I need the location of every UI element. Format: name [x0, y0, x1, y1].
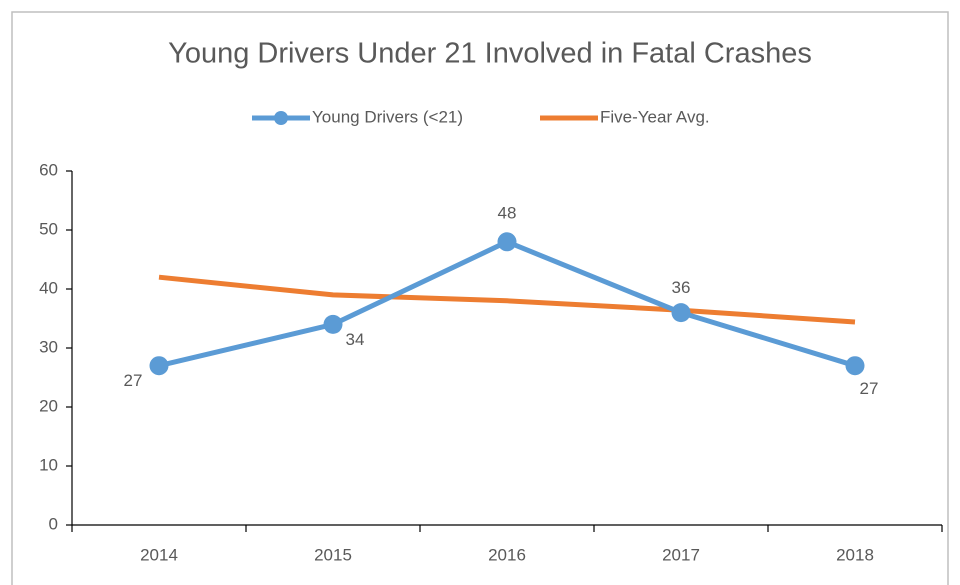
legend-marker	[274, 111, 288, 125]
chart-border	[11, 11, 949, 585]
y-tick-label: 40	[39, 278, 58, 297]
data-label: 34	[346, 330, 365, 349]
data-label: 27	[124, 371, 143, 390]
chart-title: Young Drivers Under 21 Involved in Fatal…	[168, 38, 812, 70]
data-label: 48	[498, 203, 517, 222]
data-label: 36	[672, 278, 691, 297]
series-line	[158, 274, 856, 325]
y-tick-label: 10	[39, 455, 58, 474]
y-tick-label: 50	[39, 219, 58, 238]
data-point	[149, 356, 169, 376]
x-tick-label: 2017	[662, 545, 700, 564]
data-label: 27	[860, 379, 879, 398]
x-tick-label: 2018	[836, 545, 874, 564]
y-tick-label: 60	[39, 160, 58, 179]
data-point	[845, 356, 865, 376]
y-tick-label: 0	[49, 514, 58, 533]
series-line	[158, 239, 856, 369]
y-tick-label: 20	[39, 396, 58, 415]
x-tick-label: 2015	[314, 545, 352, 564]
data-point	[671, 303, 691, 323]
legend-label: Five-Year Avg.	[600, 107, 710, 126]
data-point	[497, 232, 517, 252]
y-tick-label: 30	[39, 337, 58, 356]
x-tick-label: 2014	[140, 545, 178, 564]
legend-label: Young Drivers (<21)	[312, 107, 463, 126]
data-point	[323, 314, 343, 334]
x-tick-label: 2016	[488, 545, 526, 564]
